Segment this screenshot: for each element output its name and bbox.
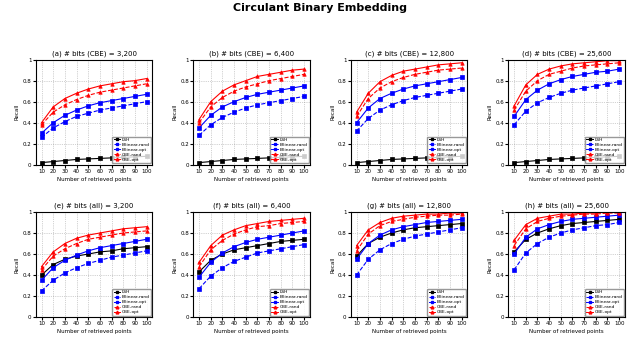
Title: (g) # bits (all) = 12,800: (g) # bits (all) = 12,800 bbox=[367, 203, 451, 209]
Title: (d) # bits (CBE) = 25,600: (d) # bits (CBE) = 25,600 bbox=[522, 51, 611, 57]
Legend: LSH, Bilinear-rand, Bilinear-opt, CBE-rand, CBE-opt: LSH, Bilinear-rand, Bilinear-opt, CBE-ra… bbox=[585, 136, 623, 163]
Title: (c) # bits (CBE) = 12,800: (c) # bits (CBE) = 12,800 bbox=[365, 51, 454, 57]
X-axis label: Number of retrieved points: Number of retrieved points bbox=[214, 177, 289, 181]
X-axis label: Number of retrieved points: Number of retrieved points bbox=[57, 177, 131, 181]
X-axis label: Number of retrieved points: Number of retrieved points bbox=[57, 329, 131, 334]
Y-axis label: Recall: Recall bbox=[173, 104, 177, 120]
X-axis label: Number of retrieved points: Number of retrieved points bbox=[529, 329, 604, 334]
Y-axis label: Recall: Recall bbox=[330, 104, 335, 120]
Legend: LSH, Bilinear-rand, Bilinear-opt, CBE-rand, CBE-opt: LSH, Bilinear-rand, Bilinear-opt, CBE-ra… bbox=[270, 289, 308, 316]
Title: (b) # bits (CBE) = 6,400: (b) # bits (CBE) = 6,400 bbox=[209, 51, 294, 57]
Title: (h) # bits (all) = 25,600: (h) # bits (all) = 25,600 bbox=[525, 203, 609, 209]
Y-axis label: Recall: Recall bbox=[488, 104, 493, 120]
Text: Circulant Binary Embedding: Circulant Binary Embedding bbox=[233, 3, 407, 14]
Title: (a) # bits (CBE) = 3,200: (a) # bits (CBE) = 3,200 bbox=[52, 51, 136, 57]
X-axis label: Number of retrieved points: Number of retrieved points bbox=[372, 329, 447, 334]
Legend: LSH, Bilinear-rand, Bilinear-opt, CBE-rand, CBE-opt: LSH, Bilinear-rand, Bilinear-opt, CBE-ra… bbox=[113, 136, 151, 163]
Y-axis label: Recall: Recall bbox=[488, 256, 493, 273]
X-axis label: Number of retrieved points: Number of retrieved points bbox=[214, 329, 289, 334]
Legend: LSH, Bilinear-rand, Bilinear-opt, CBE-rand, CBE-opt: LSH, Bilinear-rand, Bilinear-opt, CBE-ra… bbox=[270, 136, 308, 163]
X-axis label: Number of retrieved points: Number of retrieved points bbox=[529, 177, 604, 181]
Legend: LSH, Bilinear-rand, Bilinear-opt, CBE-rand, CBE-opt: LSH, Bilinear-rand, Bilinear-opt, CBE-ra… bbox=[428, 136, 466, 163]
Title: (e) # bits (all) = 3,200: (e) # bits (all) = 3,200 bbox=[54, 203, 134, 209]
Legend: LSH, Bilinear-rand, Bilinear-opt, CBE-rand, CBE-opt: LSH, Bilinear-rand, Bilinear-opt, CBE-ra… bbox=[428, 289, 466, 316]
Legend: LSH, Bilinear-rand, Bilinear-opt, CBE-rand, CBE-opt: LSH, Bilinear-rand, Bilinear-opt, CBE-ra… bbox=[585, 289, 623, 316]
Y-axis label: Recall: Recall bbox=[330, 256, 335, 273]
Y-axis label: Recall: Recall bbox=[173, 256, 177, 273]
Title: (f) # bits (all) = 6,400: (f) # bits (all) = 6,400 bbox=[212, 203, 291, 209]
Y-axis label: Recall: Recall bbox=[15, 104, 20, 120]
X-axis label: Number of retrieved points: Number of retrieved points bbox=[372, 177, 447, 181]
Y-axis label: Recall: Recall bbox=[15, 256, 20, 273]
Legend: LSH, Bilinear-rand, Bilinear-opt, CBE-rand, CBE-opt: LSH, Bilinear-rand, Bilinear-opt, CBE-ra… bbox=[113, 289, 151, 316]
